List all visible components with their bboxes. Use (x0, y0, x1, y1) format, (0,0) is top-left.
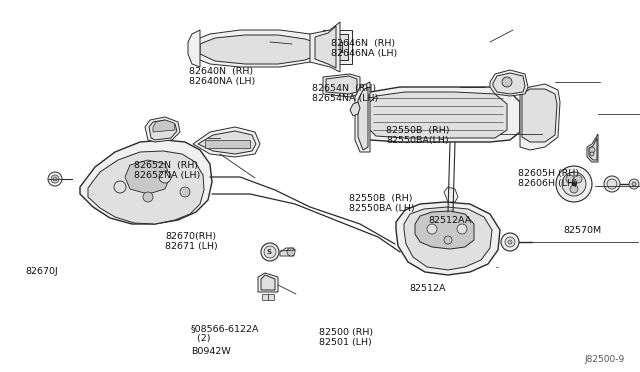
Text: 82512A: 82512A (410, 284, 446, 293)
Circle shape (632, 182, 636, 186)
Circle shape (143, 192, 153, 202)
Text: 82646N  (RH): 82646N (RH) (331, 39, 395, 48)
Circle shape (264, 246, 276, 258)
Polygon shape (444, 187, 458, 202)
Circle shape (114, 181, 126, 193)
Polygon shape (368, 92, 507, 138)
Polygon shape (415, 211, 474, 249)
Polygon shape (190, 30, 328, 67)
Text: 82550BA (LH): 82550BA (LH) (349, 204, 415, 213)
Text: 82640N  (RH): 82640N (RH) (189, 67, 253, 76)
Polygon shape (315, 26, 336, 68)
Circle shape (607, 179, 617, 189)
Circle shape (159, 171, 171, 183)
Text: 82500 (RH): 82500 (RH) (319, 328, 373, 337)
Text: J82500-9: J82500-9 (585, 355, 625, 364)
Text: §08566-6122A: §08566-6122A (191, 324, 259, 333)
Polygon shape (280, 248, 294, 256)
Circle shape (427, 224, 437, 234)
Circle shape (53, 177, 57, 181)
Polygon shape (188, 30, 200, 67)
Polygon shape (326, 76, 357, 94)
Polygon shape (153, 120, 175, 132)
Polygon shape (125, 160, 170, 194)
Circle shape (287, 248, 295, 256)
Polygon shape (490, 70, 528, 96)
Polygon shape (355, 82, 370, 152)
Polygon shape (327, 34, 348, 60)
Circle shape (629, 179, 639, 189)
Text: 82670(RH): 82670(RH) (165, 232, 216, 241)
Text: 82671 (LH): 82671 (LH) (165, 242, 218, 251)
Circle shape (590, 152, 594, 156)
Text: 82550B  (RH): 82550B (RH) (386, 126, 449, 135)
Polygon shape (396, 202, 500, 275)
Circle shape (505, 237, 515, 247)
Text: (2): (2) (191, 334, 210, 343)
Text: 82652N  (RH): 82652N (RH) (134, 161, 198, 170)
Circle shape (261, 243, 279, 261)
Polygon shape (268, 294, 274, 300)
Polygon shape (262, 294, 268, 300)
Circle shape (457, 224, 467, 234)
Circle shape (572, 182, 576, 186)
Polygon shape (80, 140, 212, 224)
Circle shape (574, 175, 582, 183)
Text: 82606H (LH): 82606H (LH) (518, 179, 578, 187)
Polygon shape (589, 138, 597, 160)
Text: 82512AA: 82512AA (429, 216, 472, 225)
Polygon shape (88, 151, 204, 224)
Text: 82654NA (LH): 82654NA (LH) (312, 94, 378, 103)
Circle shape (180, 187, 190, 197)
Text: 82570M: 82570M (563, 226, 602, 235)
Circle shape (502, 77, 512, 87)
Circle shape (444, 236, 452, 244)
Text: B0942W: B0942W (191, 347, 230, 356)
Text: 82550B  (RH): 82550B (RH) (349, 194, 412, 203)
Polygon shape (205, 140, 250, 148)
Text: 82605H (RH): 82605H (RH) (518, 169, 580, 178)
Circle shape (501, 233, 519, 251)
Polygon shape (323, 30, 352, 64)
Polygon shape (334, 42, 342, 52)
Circle shape (570, 185, 578, 193)
Polygon shape (493, 73, 525, 94)
Polygon shape (145, 117, 180, 142)
Text: 82640NA (LH): 82640NA (LH) (189, 77, 255, 86)
Circle shape (562, 172, 586, 196)
Text: S: S (266, 249, 271, 255)
Text: 82501 (LH): 82501 (LH) (319, 338, 371, 347)
Polygon shape (258, 273, 278, 292)
Text: 82550BA(LH): 82550BA(LH) (386, 136, 449, 145)
Polygon shape (522, 89, 557, 142)
Text: 82652NA (LH): 82652NA (LH) (134, 171, 201, 180)
Polygon shape (198, 131, 256, 154)
Polygon shape (193, 127, 260, 157)
Polygon shape (587, 134, 598, 162)
Circle shape (556, 166, 592, 202)
Text: 82646NA (LH): 82646NA (LH) (331, 49, 397, 58)
Circle shape (589, 147, 595, 153)
Circle shape (51, 175, 59, 183)
Polygon shape (360, 87, 520, 142)
Polygon shape (200, 35, 320, 64)
Text: 82654N  (RH): 82654N (RH) (312, 84, 376, 93)
Polygon shape (350, 102, 360, 116)
Circle shape (508, 240, 512, 244)
Polygon shape (358, 87, 368, 150)
Circle shape (566, 175, 574, 183)
Polygon shape (323, 74, 360, 97)
Text: 82670J: 82670J (26, 267, 58, 276)
Circle shape (604, 176, 620, 192)
Polygon shape (520, 84, 560, 150)
Polygon shape (404, 207, 492, 270)
Circle shape (48, 172, 62, 186)
Polygon shape (149, 120, 177, 140)
Polygon shape (261, 275, 275, 290)
Polygon shape (310, 22, 340, 72)
